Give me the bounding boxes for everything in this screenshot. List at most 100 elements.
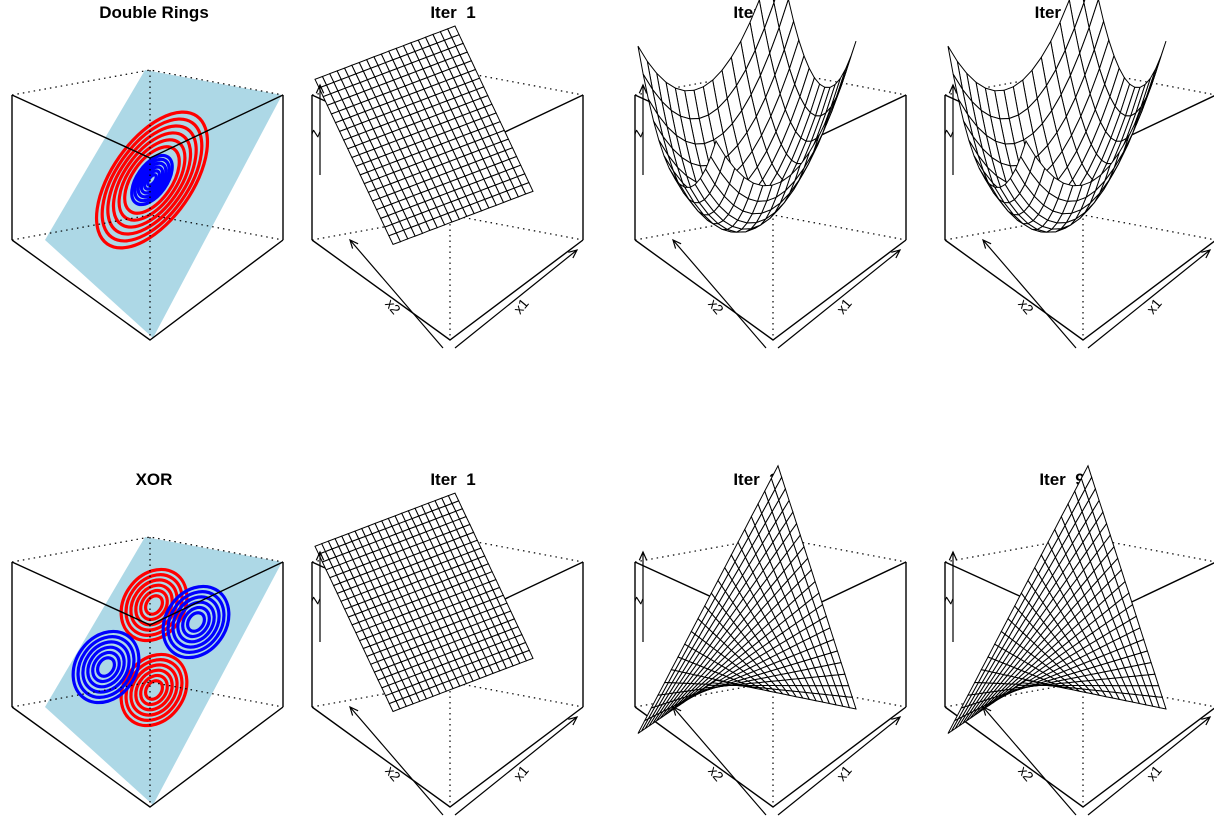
contour-ring [76,635,136,699]
x1-axis-arrow-head [891,716,902,726]
contour-ring [100,117,204,243]
contour-ring [146,173,158,187]
contour-ring [81,640,131,694]
contour-ring [86,645,126,689]
panel-7: zx2 x1 [629,464,907,816]
x1-axis-arrow-head [568,716,579,726]
panel-title-iter-9: Iter 9 [1039,470,1085,489]
contour-ring [94,110,210,250]
surface-mesh [314,25,534,246]
contour-ring [119,652,189,728]
panel-6: zx2 x1 [306,492,584,816]
x1-axis-arrow-head [568,249,579,259]
contour-ring [123,145,181,215]
contour-ring [142,169,162,191]
x1-axis-label: x1 [510,295,532,317]
box-front-edge [634,706,907,808]
panel-title-xor: XOR [135,470,173,489]
panel-title-iter-1-top: Iter 1 [430,3,476,22]
panel-3: zx2 x1 [629,0,907,349]
x2-axis-arrow [672,706,767,816]
x2-axis-arrow-head [349,238,359,249]
z-axis-arrow-head [315,550,325,561]
x2-axis-arrow-head [672,705,682,716]
panel-8: zx2 x1 [939,464,1214,816]
box-front-edge [634,239,907,341]
contour-ring [171,595,221,649]
contour-ring [133,157,171,203]
contour-ring [106,124,198,236]
surface-mesh [947,0,1167,233]
contour-ring [139,588,169,622]
z-axis-arrow-head [638,550,648,561]
x1-axis-arrow-head [1201,249,1212,259]
x1-axis-arrow [454,716,578,816]
panel-title-double-rings: Double Rings [99,3,209,22]
contour-ring [161,584,231,660]
contour-ring [130,153,174,207]
contour-ring [139,673,169,707]
x1-axis-arrow-head [1201,716,1212,726]
surface-mesh [637,0,857,233]
box-front-edge [944,239,1214,341]
contour-ring [124,658,184,722]
x2-axis-arrow-head [349,705,359,716]
surface-cell [388,700,401,713]
panel-5 [11,536,284,808]
contour-ring [143,679,165,701]
x1-axis-label: x1 [1143,295,1165,317]
surface-cell [710,139,726,173]
panel-2: zx2 x1 [306,25,584,349]
contour-ring [181,605,211,639]
surface-cell [1020,679,1035,685]
surface-cell [710,679,725,685]
panel-title-iter-1-bottom: Iter 1 [430,470,476,489]
panel-4: zx2 x1 [939,0,1214,349]
x2-axis-arrow-head [982,705,992,716]
contour-ring [129,663,179,717]
x1-axis-arrow [777,249,901,349]
contour-ring [91,650,121,684]
x1-axis-label: x1 [510,762,532,784]
z-axis-arrow-head [948,83,958,94]
box-front-edge [311,239,584,341]
contour-ring [134,668,174,712]
x2-axis-arrow-head [672,238,682,249]
contour-ring [136,161,168,199]
x1-axis-label: x1 [1143,762,1165,784]
x1-axis-label: x1 [833,762,855,784]
x2-axis-arrow [982,706,1077,816]
contour-ring [143,594,165,616]
x1-axis-arrow [1087,716,1211,816]
box-front-edge [944,706,1214,808]
x2-axis-arrow [672,239,767,349]
x1-axis-arrow [1087,249,1211,349]
contour-ring [117,138,187,222]
contour-ring [95,656,117,678]
contour-ring [176,600,216,644]
contour-ring [166,590,226,654]
surface-mesh [637,464,857,734]
surface-mesh [947,464,1167,734]
z-axis-arrow-head [948,550,958,561]
x2-axis-arrow [349,706,444,816]
x2-axis-arrow [982,239,1077,349]
z-axis-arrow-head [315,83,325,94]
surface-cell [388,232,402,246]
surface-mesh [314,492,534,713]
contour-ring [185,611,207,633]
surface-cell [1020,139,1036,173]
x1-axis-arrow [777,716,901,816]
x1-axis-arrow [454,249,578,349]
panel-1 [11,69,284,341]
box-front-edge [311,706,584,808]
box-back-edge [634,214,907,241]
x1-axis-arrow-head [891,249,902,259]
x1-axis-label: x1 [833,295,855,317]
z-axis-arrow-head [638,83,648,94]
contour-ring [71,629,141,705]
contour-ring [139,165,165,195]
contour-ring [111,131,193,229]
